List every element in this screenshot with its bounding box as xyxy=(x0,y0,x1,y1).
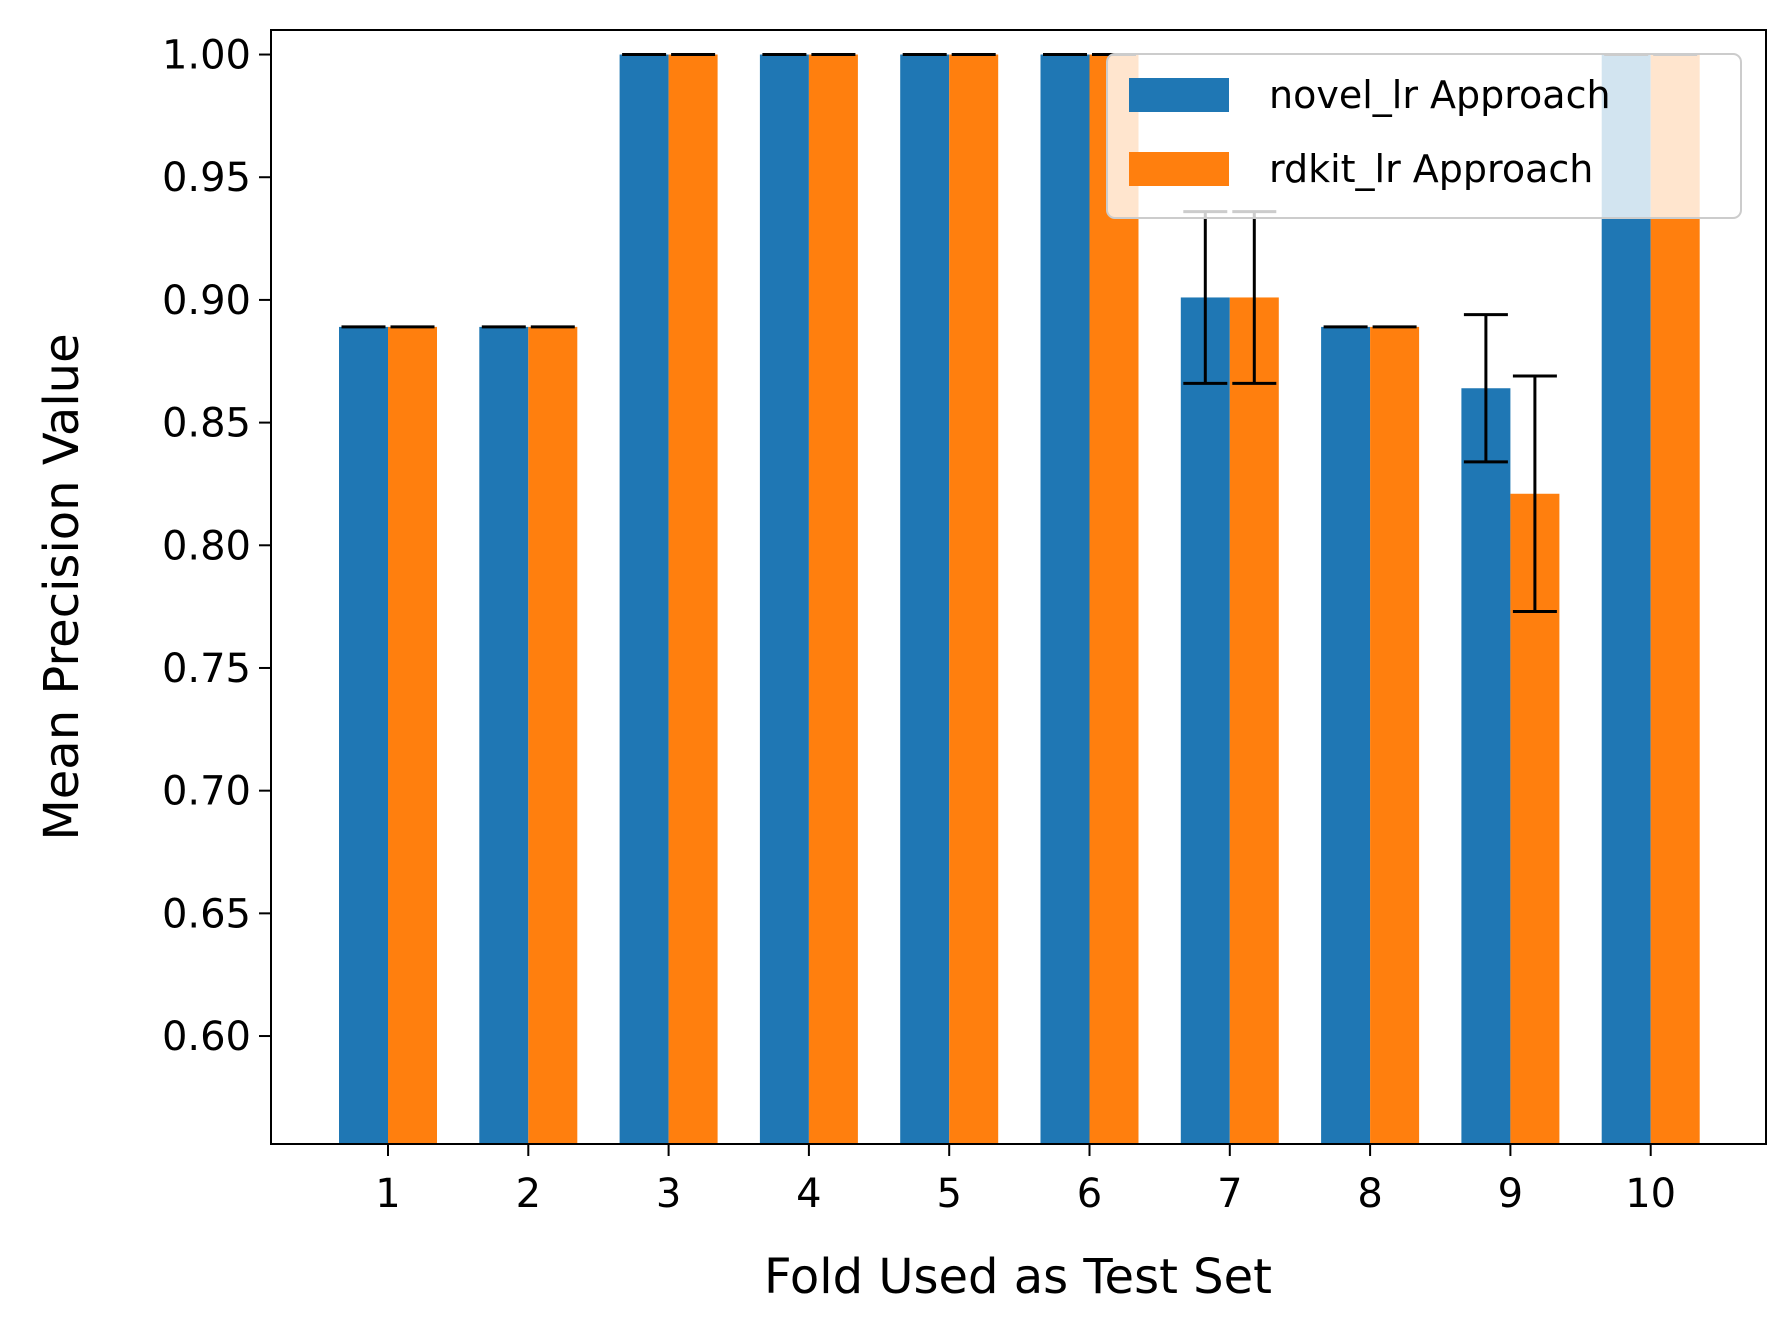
x-axis: 1 2 3 4 5 6 7 8 9 10 xyxy=(375,1144,1676,1217)
bars-layer xyxy=(339,54,1700,1145)
plot-frame xyxy=(270,29,1767,1145)
bar-rdkit-lr-fold-4 xyxy=(808,54,858,1144)
bar-rdkit-lr-fold-7 xyxy=(1229,297,1279,1145)
bar-novel-lr-fold-5 xyxy=(900,54,950,1144)
x-tick-label-9: 9 xyxy=(1498,1171,1523,1217)
y-axis-label: Mean Precision Value xyxy=(34,333,90,840)
y-tick-label-0.85: 0.85 xyxy=(162,401,251,447)
bar-novel-lr-fold-2 xyxy=(479,326,529,1144)
y-tick-label-0.70: 0.70 xyxy=(162,769,251,815)
y-tick-label-0.75: 0.75 xyxy=(162,646,251,692)
bar-novel-lr-fold-3 xyxy=(619,54,669,1144)
x-tick-label-8: 8 xyxy=(1357,1171,1382,1217)
bar-rdkit-lr-fold-1 xyxy=(388,326,437,1144)
legend-label-rdkit-lr: rdkit_lr Approach xyxy=(1269,147,1593,191)
bar-novel-lr-fold-8 xyxy=(1321,326,1371,1144)
legend: novel_lr Approach rdkit_lr Approach xyxy=(1106,53,1742,219)
x-tick-label-4: 4 xyxy=(796,1171,821,1217)
y-tick-label-0.80: 0.80 xyxy=(162,523,251,569)
bar-novel-lr-fold-6 xyxy=(1040,54,1090,1144)
legend-swatch-novel-lr xyxy=(1129,78,1229,112)
bar-novel-lr-fold-1 xyxy=(339,326,388,1144)
y-tick-label-0.90: 0.90 xyxy=(162,278,251,324)
legend-swatch-rdkit-lr xyxy=(1129,152,1229,186)
legend-label-novel-lr: novel_lr Approach xyxy=(1269,73,1611,117)
y-tick-label-0.60: 0.60 xyxy=(162,1014,251,1060)
bar-novel-lr-fold-10 xyxy=(1601,54,1651,1144)
x-axis-label: Fold Used as Test Set xyxy=(764,1249,1272,1305)
x-tick-label-3: 3 xyxy=(656,1171,681,1217)
y-tick-label-0.65: 0.65 xyxy=(162,891,251,937)
x-tick-label-6: 6 xyxy=(1077,1171,1102,1217)
legend-box xyxy=(1106,53,1742,219)
y-axis: 0.60 0.65 0.70 0.75 0.80 0.85 0.90 0.95 1.00 xyxy=(162,33,271,1060)
y-tick-label-1.00: 1.00 xyxy=(162,33,251,79)
bar-rdkit-lr-fold-10 xyxy=(1650,54,1700,1144)
bar-rdkit-lr-fold-2 xyxy=(528,326,578,1144)
x-tick-label-2: 2 xyxy=(516,1171,541,1217)
x-tick-label-7: 7 xyxy=(1217,1171,1242,1217)
bar-rdkit-lr-fold-3 xyxy=(668,54,718,1144)
bar-novel-lr-fold-9 xyxy=(1461,388,1511,1144)
x-tick-label-10: 10 xyxy=(1625,1171,1676,1217)
bar-novel-lr-fold-4 xyxy=(759,54,809,1144)
bar-rdkit-lr-fold-5 xyxy=(949,54,999,1144)
bar-novel-lr-fold-7 xyxy=(1180,297,1230,1145)
bar-rdkit-lr-fold-8 xyxy=(1370,326,1420,1144)
bar-rdkit-lr-fold-6 xyxy=(1089,54,1139,1144)
x-tick-label-5: 5 xyxy=(936,1171,961,1217)
y-tick-label-0.95: 0.95 xyxy=(162,155,251,201)
x-tick-label-1: 1 xyxy=(375,1171,400,1217)
